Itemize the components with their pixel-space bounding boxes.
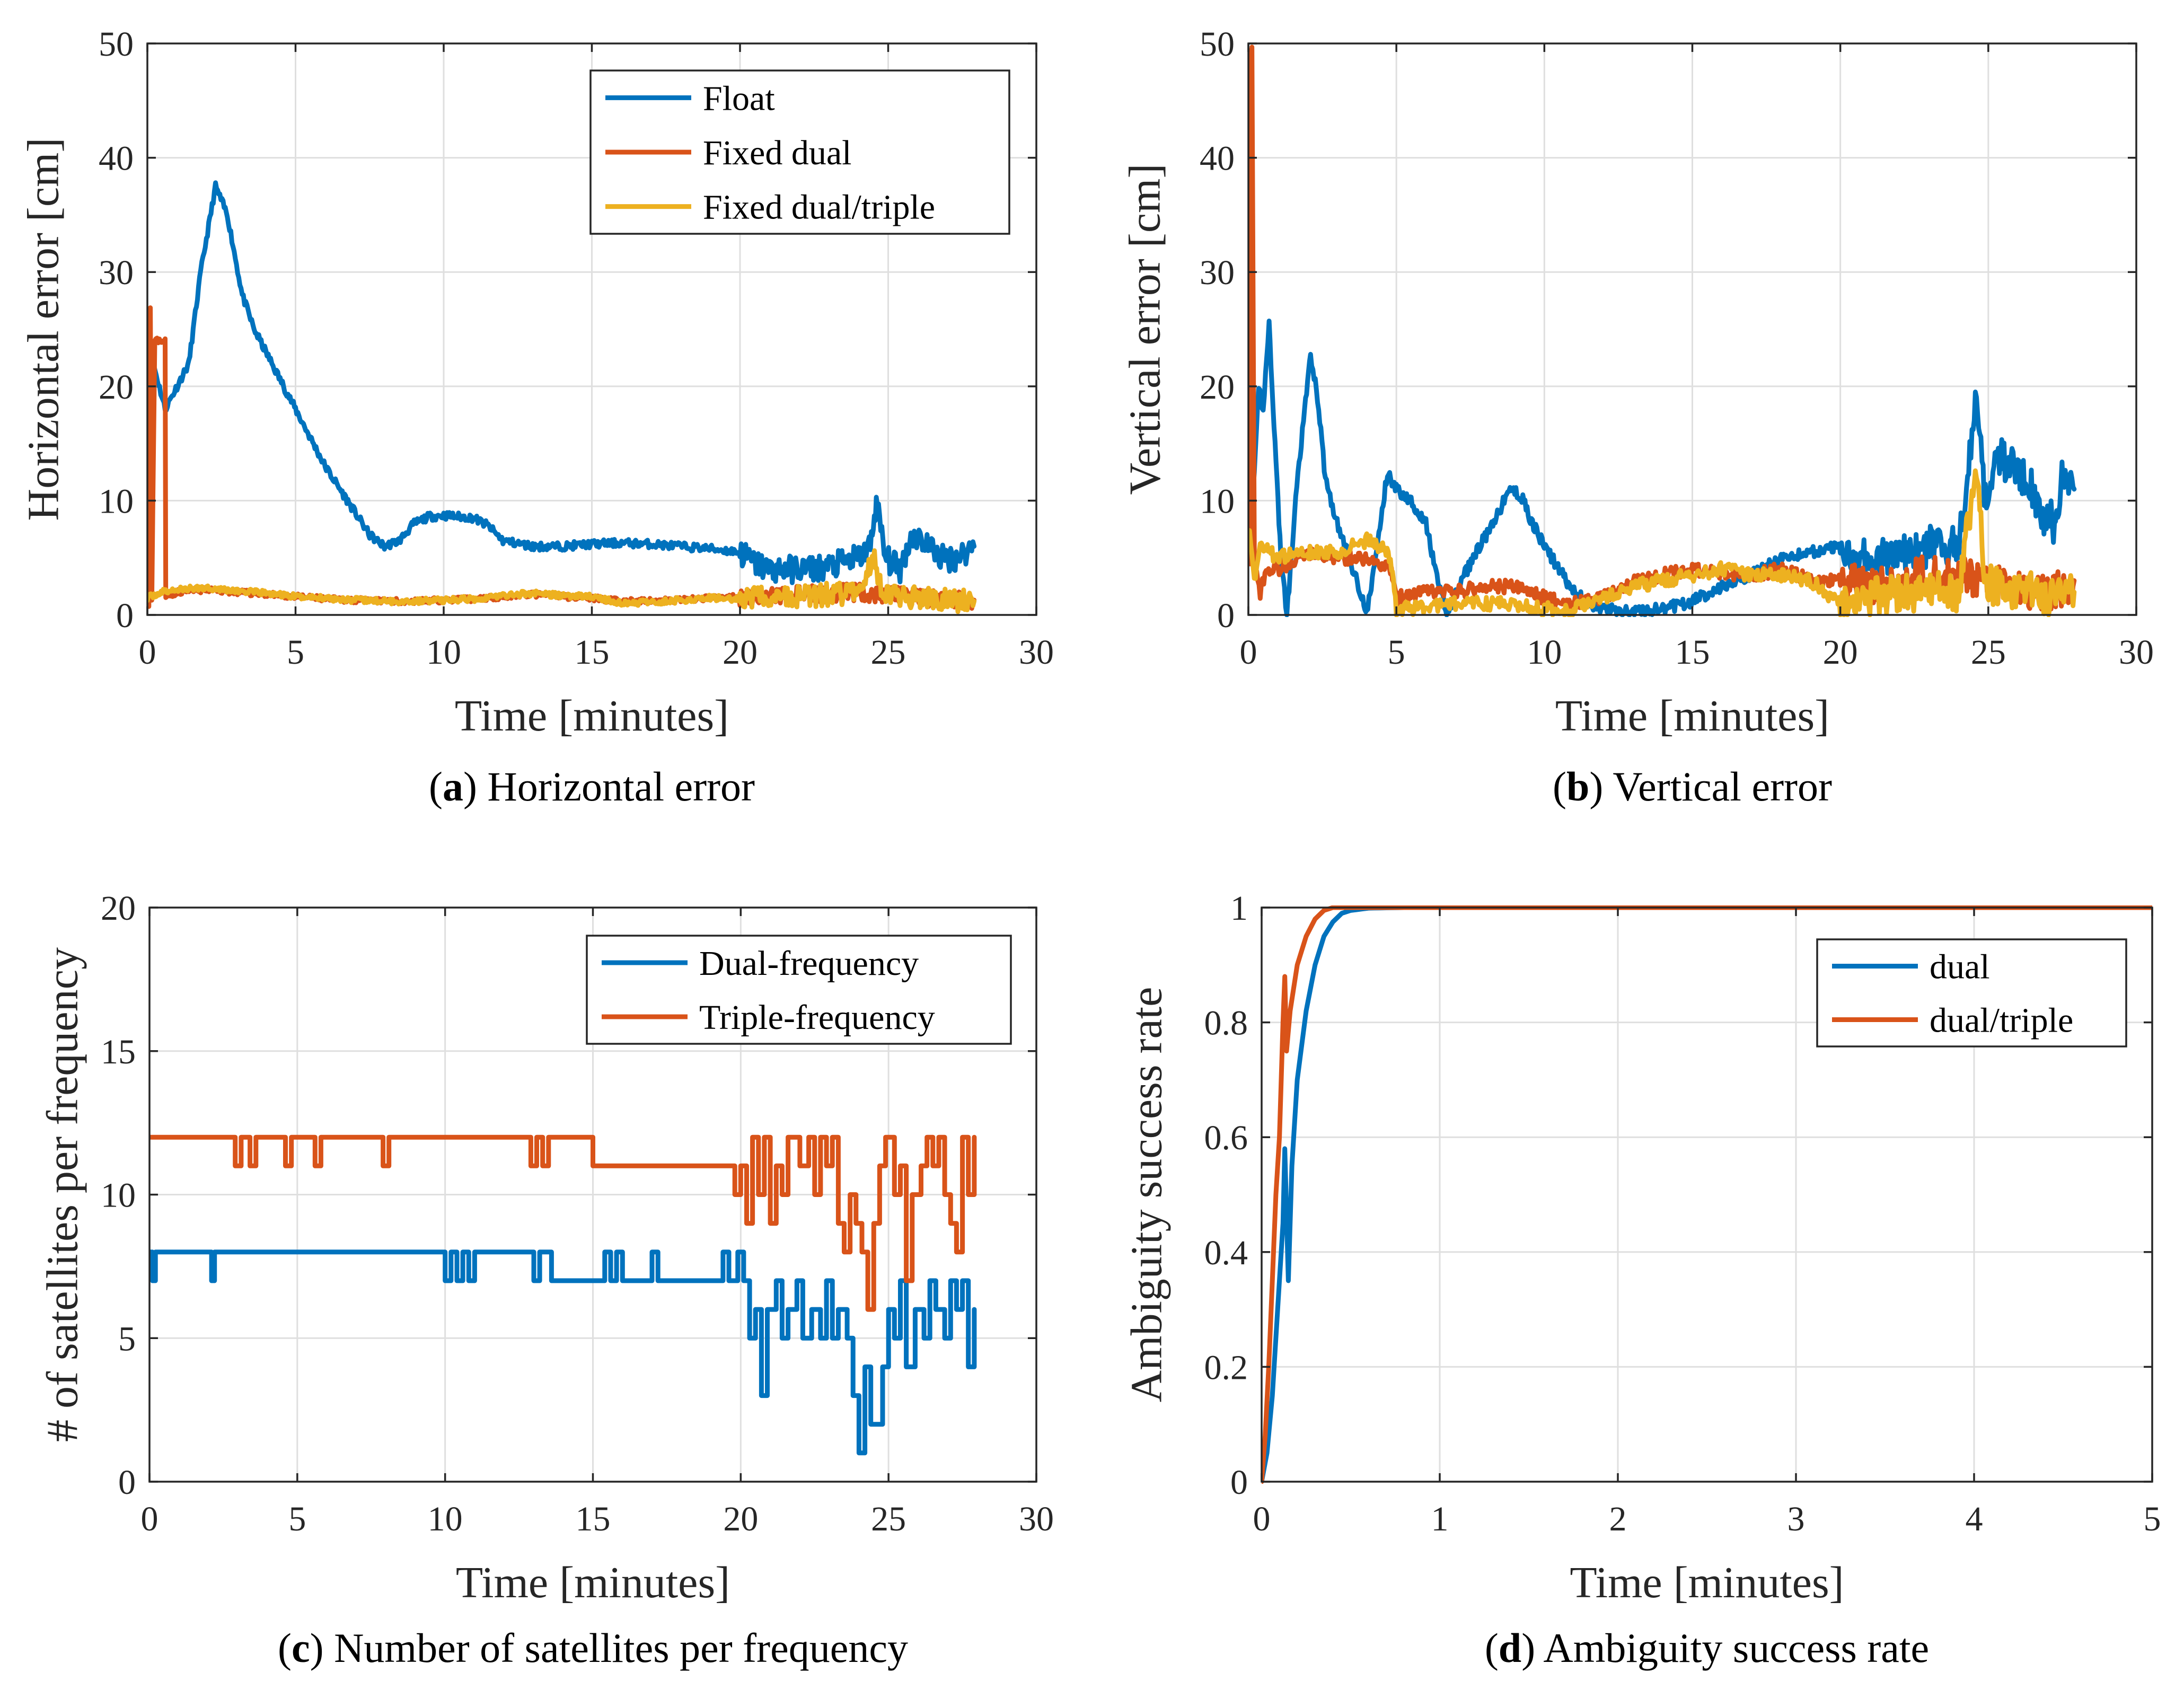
caption-letter: d <box>1499 1625 1521 1671</box>
y-axis-label: Horizontal error [cm] <box>19 138 68 521</box>
y-tick-label: 20 <box>1200 368 1235 407</box>
y-tick-label: 0 <box>1217 596 1235 635</box>
caption-paren: ( <box>429 763 443 809</box>
x-axis-label: Time [minutes] <box>456 1558 730 1607</box>
y-tick-label: 0 <box>1230 1463 1248 1502</box>
y-tick-label: 5 <box>118 1319 136 1358</box>
y-axis-label: Ambiguity success rate <box>1122 987 1172 1403</box>
y-tick-label: 10 <box>99 482 134 521</box>
legend-entry: Fixed dual <box>703 134 851 172</box>
caption-text: ) Horizontal error <box>463 763 755 809</box>
x-tick-label: 4 <box>1966 1500 1983 1538</box>
legend-entry: dual/triple <box>1930 1001 2073 1040</box>
x-tick-label: 10 <box>426 633 461 672</box>
panel-a: 0 5 10 15 20 25 30 0 10 20 30 40 50 Time [minutes] Hor… <box>19 25 1054 809</box>
x-tick-label: 20 <box>723 1500 758 1538</box>
x-tick-label: 20 <box>723 633 758 672</box>
y-tick-label: 15 <box>101 1033 136 1071</box>
y-tick-label: 30 <box>99 253 134 292</box>
y-tick-label: 0.2 <box>1204 1348 1248 1387</box>
series-line-fixed-dual-triple <box>147 548 977 614</box>
y-tick-label: 0 <box>116 596 134 635</box>
panel-caption: (c) Number of satellites per frequency <box>278 1625 908 1671</box>
caption-paren: ( <box>1485 1625 1499 1671</box>
y-tick-label: 10 <box>101 1176 136 1215</box>
caption-letter: c <box>292 1625 310 1671</box>
y-tick-label: 50 <box>99 25 134 64</box>
y-tick-label: 1 <box>1230 889 1248 928</box>
y-tick-label: 30 <box>1200 253 1235 292</box>
x-tick-label: 5 <box>2144 1500 2161 1538</box>
panel-b: 0 5 10 15 20 25 30 0 10 20 30 40 50 Time [minutes] Ver… <box>1121 25 2154 809</box>
legend-entry: Fixed dual/triple <box>703 188 935 227</box>
legend-box <box>1816 938 2127 1048</box>
legend-entry: Float <box>703 79 775 118</box>
x-tick-label: 25 <box>871 633 906 672</box>
caption-text: ) Vertical error <box>1589 763 1832 809</box>
caption-paren: ( <box>1553 763 1566 809</box>
y-tick-label: 20 <box>99 368 134 407</box>
y-axis-label: # of satellites per frequency <box>38 947 87 1442</box>
x-tick-label: 0 <box>141 1500 158 1538</box>
series-line-fixed-dual-triple <box>1248 468 2077 617</box>
y-tick-label: 10 <box>1200 482 1235 521</box>
x-tick-label: 30 <box>1019 633 1054 672</box>
x-tick-label: 25 <box>1971 633 2006 672</box>
y-tick-label: 40 <box>99 139 134 178</box>
panel-caption: (d) Ambiguity success rate <box>1485 1625 1929 1671</box>
series-line-triple-frequency <box>149 1134 977 1312</box>
y-tick-label: 40 <box>1200 139 1235 178</box>
legend-entry: Dual-frequency <box>699 944 919 983</box>
x-tick-label: 3 <box>1787 1500 1805 1538</box>
x-tick-label: 10 <box>428 1500 463 1538</box>
y-tick-label: 0.8 <box>1204 1004 1248 1043</box>
legend-c: Dual-frequency Triple-frequency <box>586 935 1012 1045</box>
x-tick-label: 30 <box>1019 1500 1054 1538</box>
legend-box <box>586 935 1012 1045</box>
x-tick-label: 0 <box>139 633 156 672</box>
x-axis-label: Time [minutes] <box>1570 1558 1844 1607</box>
y-tick-label: 0.6 <box>1204 1119 1248 1157</box>
caption-text: ) Ambiguity success rate <box>1521 1625 1929 1671</box>
x-tick-label: 1 <box>1431 1500 1449 1538</box>
x-tick-label: 5 <box>287 633 304 672</box>
x-tick-label: 25 <box>871 1500 906 1538</box>
x-tick-label: 15 <box>1675 633 1710 672</box>
panel-caption: (a) Horizontal error <box>429 763 755 809</box>
x-tick-label: 5 <box>1388 633 1405 672</box>
caption-paren: ( <box>278 1625 292 1671</box>
x-tick-label: 5 <box>288 1500 306 1538</box>
x-tick-label: 30 <box>2119 633 2154 672</box>
legend-entry: Triple-frequency <box>699 998 935 1037</box>
y-tick-label: 0 <box>118 1463 136 1502</box>
panel-c: 0 5 10 15 20 25 30 0 5 10 15 20 Time [minutes] # of s… <box>38 889 1054 1671</box>
x-tick-label: 0 <box>1253 1500 1271 1538</box>
legend-d: dual dual/triple <box>1816 938 2127 1048</box>
y-axis-label: Vertical error [cm] <box>1121 164 1170 495</box>
series-line-dual-frequency <box>149 1249 977 1456</box>
x-axis-label: Time [minutes] <box>455 691 729 741</box>
panel-caption: (b) Vertical error <box>1553 763 1832 809</box>
y-tick-label: 50 <box>1200 25 1235 64</box>
y-tick-label: 0.4 <box>1204 1234 1248 1272</box>
axes-frame-d <box>1261 906 2153 1483</box>
legend-entry: dual <box>1930 948 1990 987</box>
caption-text: ) Number of satellites per frequency <box>310 1625 908 1671</box>
caption-letter: b <box>1566 763 1589 809</box>
legend-a: Float Fixed dual Fixed dual/triple <box>589 69 1010 235</box>
x-tick-label: 2 <box>1609 1500 1627 1538</box>
y-tick-label: 20 <box>101 889 136 928</box>
x-tick-label: 10 <box>1527 633 1562 672</box>
x-tick-label: 15 <box>575 633 610 672</box>
x-tick-label: 20 <box>1823 633 1858 672</box>
panel-d: 0 1 2 3 4 5 0 0.2 0.4 0.6 0.8 1 Time [minutes] Ambigu… <box>1122 889 2161 1671</box>
x-axis-label: Time [minutes] <box>1555 691 1829 741</box>
series-line-float <box>147 180 977 585</box>
caption-letter: a <box>443 763 463 809</box>
series-line-float <box>1248 319 2077 617</box>
x-tick-label: 0 <box>1240 633 1257 672</box>
x-tick-label: 15 <box>576 1500 611 1538</box>
